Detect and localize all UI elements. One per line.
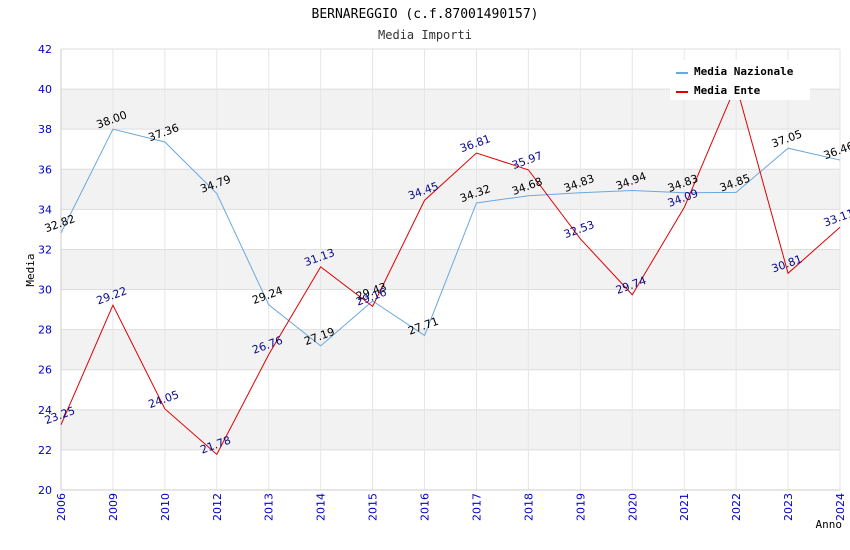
y-tick-label: 20 — [38, 484, 52, 497]
data-label: 33.11 — [822, 206, 850, 229]
x-tick-label: 2017 — [470, 493, 483, 521]
y-tick-label: 42 — [38, 43, 52, 56]
x-tick-label: 2020 — [626, 493, 639, 521]
series-line-ente — [60, 83, 841, 456]
y-tick-label: 22 — [38, 444, 52, 457]
x-tick-label: 2015 — [367, 493, 380, 521]
y-axis-label: Media — [24, 253, 37, 286]
data-label: 35.97 — [510, 149, 544, 172]
legend: Media Nazionale Media Ente — [670, 60, 810, 100]
grid-bands — [61, 89, 840, 450]
y-tick-label: 28 — [38, 324, 52, 337]
grid-band — [61, 409, 840, 450]
x-tick-label: 2023 — [782, 493, 795, 521]
series-line-nazionale — [60, 128, 841, 347]
axes — [60, 49, 840, 491]
y-tick-label: 30 — [38, 284, 52, 297]
y-tick-label: 38 — [38, 123, 52, 136]
y-tick-labels: 20 22 24 26 28 30 32 34 36 38 40 42 — [38, 43, 52, 497]
x-tick-label: 2014 — [315, 493, 328, 521]
x-tick-label: 2010 — [159, 493, 172, 521]
y-tick-label: 36 — [38, 163, 52, 176]
series-lines — [60, 83, 841, 456]
grid-band — [61, 169, 840, 210]
legend-box — [670, 60, 810, 100]
chart-title: BERNAREGGIO (c.f.87001490157) — [312, 7, 539, 22]
y-tick-label: 40 — [38, 83, 52, 96]
grid-band — [61, 329, 840, 370]
x-tick-label: 2018 — [522, 493, 535, 521]
x-tick-labels: 2006 2009 2010 2012 2013 2014 2015 2016 2017 2018… — [55, 493, 847, 521]
data-label: 36.81 — [458, 132, 492, 155]
chart-subtitle: Media Importi — [378, 28, 472, 42]
y-tick-label: 24 — [38, 404, 52, 417]
x-tick-label: 2021 — [678, 493, 691, 521]
x-tick-label: 2006 — [55, 493, 68, 521]
x-tick-label: 2013 — [263, 493, 276, 521]
legend-label-nazionale: Media Nazionale — [694, 65, 794, 78]
legend-label-ente: Media Ente — [694, 84, 761, 97]
x-tick-label: 2019 — [574, 493, 587, 521]
x-axis-label: Anno — [816, 518, 843, 531]
y-tick-label: 26 — [38, 364, 52, 377]
x-tick-label: 2022 — [730, 493, 743, 521]
data-label: 37.05 — [770, 127, 804, 150]
data-label: 24.05 — [147, 388, 181, 411]
x-tick-label: 2016 — [419, 493, 432, 521]
y-tick-label: 34 — [38, 203, 52, 216]
y-tick-label: 32 — [38, 243, 52, 256]
x-tick-label: 2009 — [107, 493, 120, 521]
x-tick-label: 2024 — [834, 493, 847, 521]
gridlines — [60, 48, 841, 491]
x-tick-label: 2012 — [211, 493, 224, 521]
